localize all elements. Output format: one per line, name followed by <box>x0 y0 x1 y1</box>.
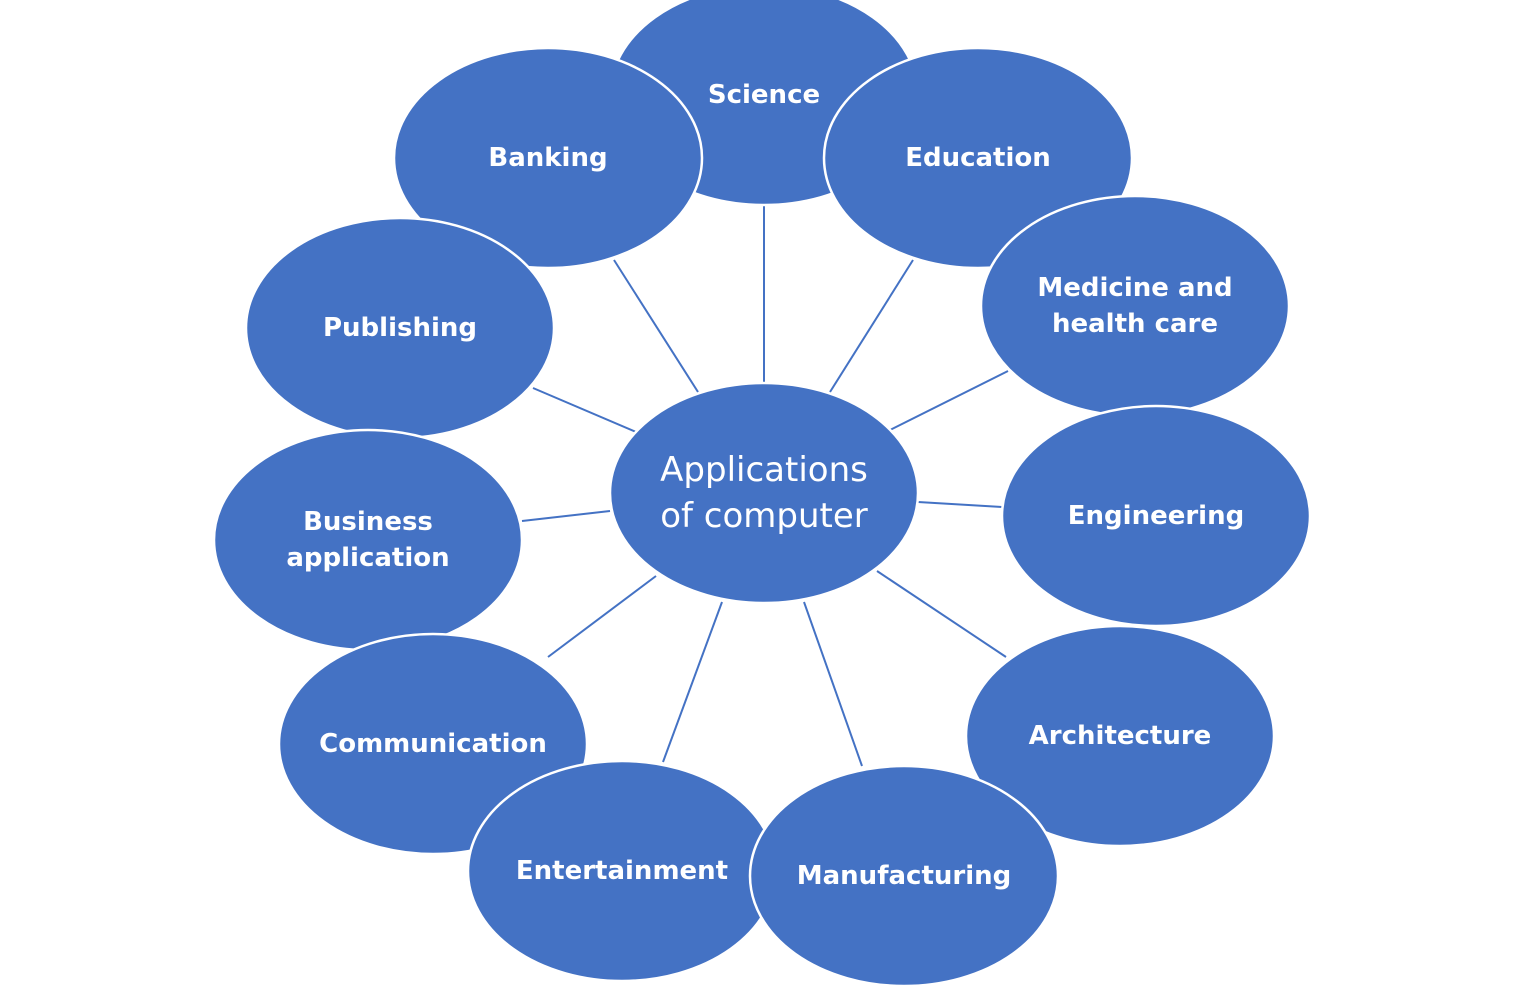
node-manufacturing: Manufacturing <box>748 764 1060 988</box>
node-architecture-label: Architecture <box>1029 721 1212 751</box>
connector-publishing <box>532 387 637 433</box>
connector-engineering <box>917 501 1003 508</box>
node-architecture: Architecture <box>964 624 1276 848</box>
node-engineering: Engineering <box>1000 404 1312 628</box>
connector-entertainment <box>662 601 723 763</box>
node-entertainment: Entertainment <box>466 759 778 983</box>
connector-architecture <box>876 570 1007 658</box>
center-node-group: Applications of computer <box>608 381 920 605</box>
node-education-label: Education <box>905 143 1051 173</box>
node-communication-label: Communication <box>319 729 547 759</box>
node-medicine: Medicine and health care <box>979 194 1291 418</box>
connector-communication <box>547 575 657 658</box>
node-banking-label: Banking <box>488 143 607 173</box>
center-node-shape <box>608 381 920 605</box>
node-medicine-label: health care <box>1052 309 1218 339</box>
node-business: Business application <box>212 428 524 652</box>
node-medicine-label: Medicine and <box>1037 273 1232 303</box>
node-publishing: Publishing <box>244 216 556 440</box>
connector-business <box>521 510 611 522</box>
node-banking: Banking <box>392 46 704 270</box>
node-science-label: Science <box>708 80 820 110</box>
node-medicine-shape <box>979 194 1291 418</box>
node-manufacturing-label: Manufacturing <box>797 861 1012 891</box>
center-node-label: Applications <box>660 450 868 490</box>
connectors <box>521 190 1009 767</box>
node-architecture-shape <box>964 624 1276 848</box>
node-engineering-label: Engineering <box>1068 501 1244 531</box>
node-business-label: Business <box>303 507 433 537</box>
node-business-shape <box>212 428 524 652</box>
connector-education <box>829 259 914 393</box>
connector-banking <box>613 259 699 393</box>
node-banking-shape <box>392 46 704 270</box>
node-entertainment-label: Entertainment <box>516 856 728 886</box>
connector-manufacturing <box>803 601 863 767</box>
node-engineering-shape <box>1000 404 1312 628</box>
node-manufacturing-shape <box>748 764 1060 988</box>
nodes: Science Banking Education Medicine and healt… <box>212 0 1312 988</box>
node-business-label: application <box>286 543 449 573</box>
connector-medicine <box>889 370 1009 431</box>
node-publishing-label: Publishing <box>323 313 477 343</box>
center-node-label: of computer <box>660 496 868 536</box>
center-node: Applications of computer <box>608 381 920 605</box>
